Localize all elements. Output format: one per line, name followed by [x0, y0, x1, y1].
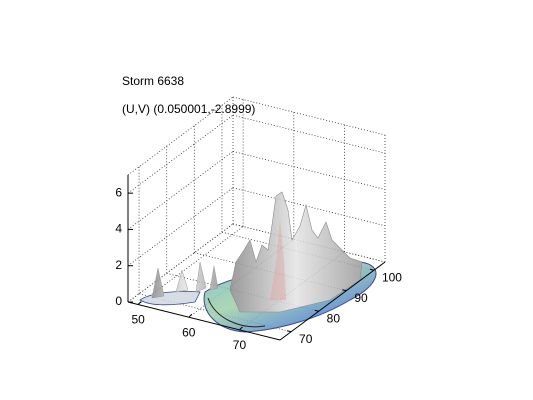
y-tick — [286, 330, 292, 333]
grid-line — [127, 187, 234, 267]
y-tick-label: 90 — [354, 291, 368, 305]
grid-line — [127, 114, 234, 194]
x-tick — [137, 301, 142, 305]
chart-subtitle: (U,V) (0.050001,-2.8999) — [122, 102, 255, 116]
box-edge — [127, 96, 234, 176]
z-tick-label: 4 — [115, 222, 122, 236]
z-tick-label: 6 — [115, 185, 122, 199]
y-tick — [342, 289, 347, 292]
grid-line — [232, 114, 386, 154]
surface-peaks — [151, 261, 219, 299]
box-edge — [232, 96, 386, 136]
surface-contour — [207, 297, 266, 328]
x-axis — [127, 301, 281, 341]
x-tick — [188, 313, 193, 318]
y-tick-label: 70 — [299, 332, 313, 346]
surface-peaks — [229, 191, 363, 313]
grid-line — [232, 151, 386, 190]
y-tick-label: 100 — [382, 270, 402, 284]
grid-line — [232, 187, 386, 227]
x-tick-label: 70 — [233, 338, 247, 352]
x-tick — [239, 326, 243, 331]
chart-title: Storm 6638 — [122, 74, 184, 88]
surface-core — [270, 220, 286, 300]
z-tick-label: 2 — [115, 258, 122, 272]
axes: 0 2 4 6 50 60 70 70 80 90 100 — [115, 175, 402, 352]
x-tick-label: 60 — [182, 325, 196, 339]
z-tick-label: 0 — [115, 294, 122, 308]
grid-line — [127, 223, 234, 303]
y-tick — [314, 309, 319, 312]
y-tick — [369, 268, 375, 271]
y-tick-label: 80 — [327, 311, 341, 325]
surface — [139, 191, 377, 333]
y-axis — [279, 261, 386, 341]
grid-line — [127, 151, 234, 230]
x-tick-label: 50 — [131, 313, 145, 327]
